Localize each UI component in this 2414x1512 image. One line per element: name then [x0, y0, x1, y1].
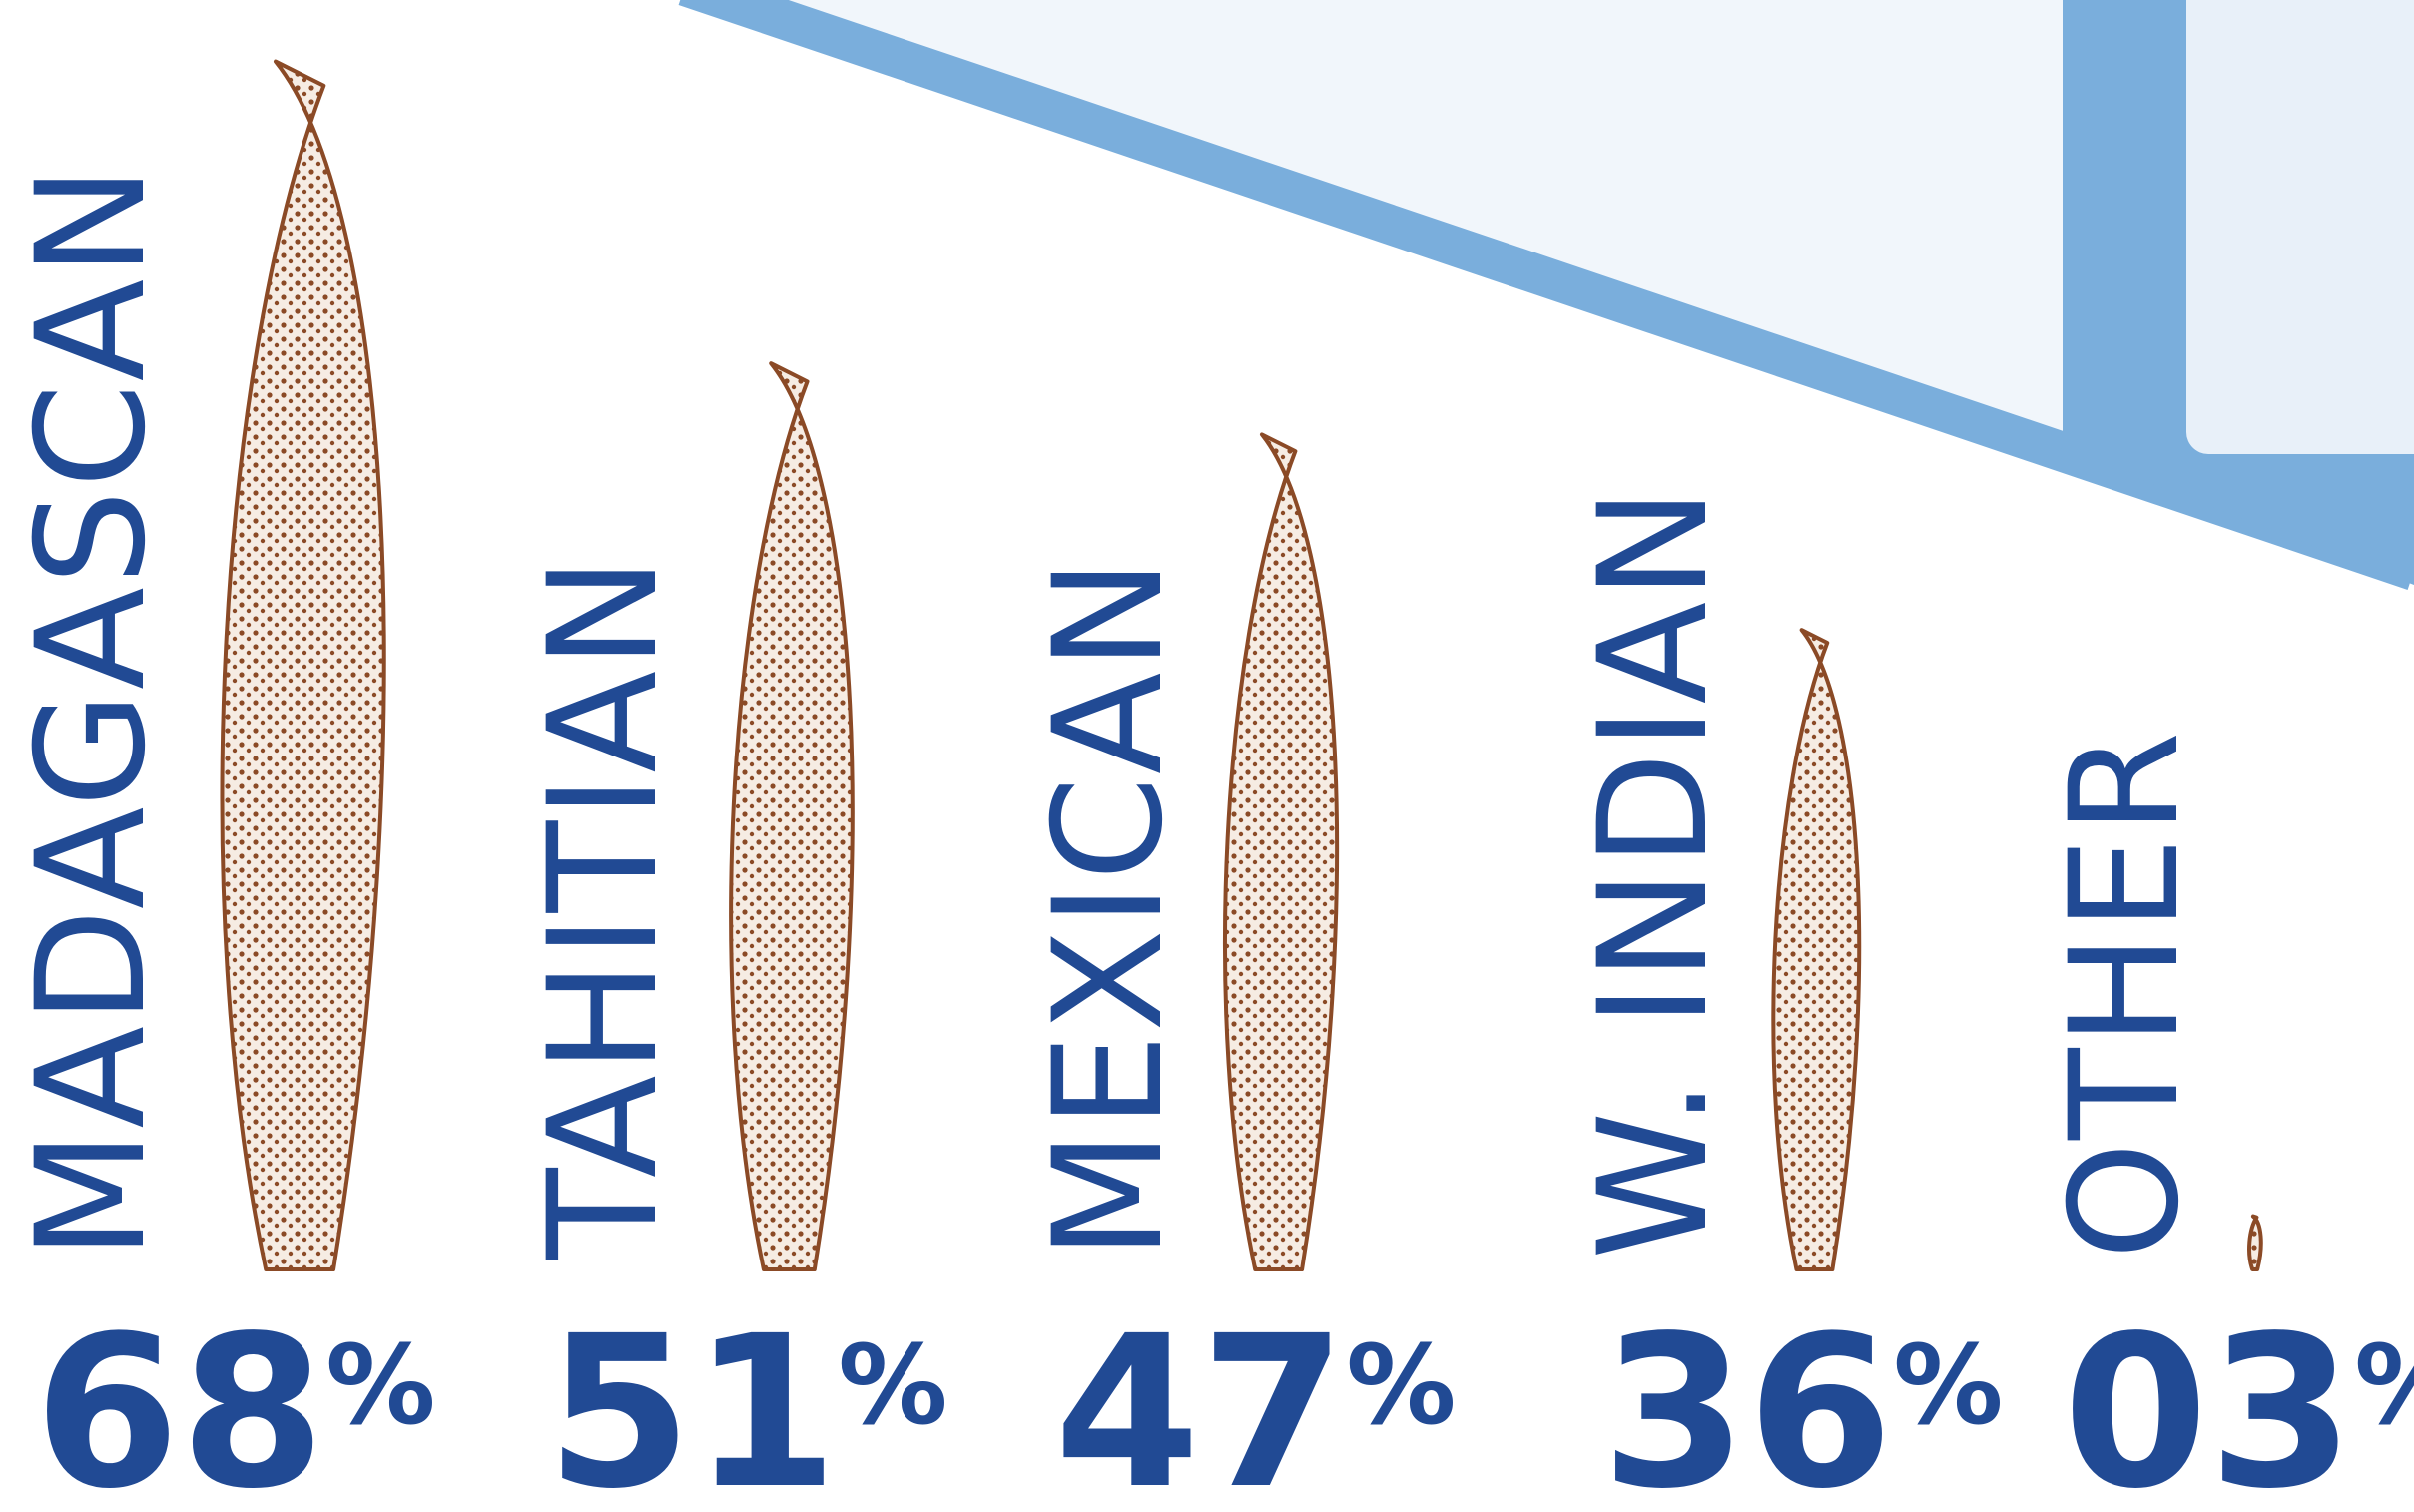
value-label: 36% [1601, 1290, 2003, 1512]
category-label: W. INDIAN [1567, 486, 1741, 1260]
value-unit: % [838, 1321, 947, 1449]
bean [2247, 1214, 2263, 1271]
bean [1222, 432, 1340, 1271]
value-unit: % [1346, 1321, 1456, 1449]
category-label: MEXICAN [1022, 556, 1196, 1260]
category-label: MADAGASCAN [5, 164, 179, 1260]
value-number: 68 [34, 1290, 325, 1512]
bean [729, 361, 855, 1271]
value-number: 03 [2063, 1290, 2354, 1512]
value-label: 68% [34, 1290, 435, 1512]
category-label: TAHITIAN [517, 555, 691, 1260]
bean [220, 59, 386, 1271]
value-unit: % [1893, 1321, 2003, 1449]
bean [1771, 628, 1862, 1271]
value-number: 47 [1054, 1290, 1346, 1512]
value-label: 47% [1054, 1290, 1456, 1512]
value-unit: % [2354, 1321, 2414, 1449]
side-box-inner [2186, 0, 2414, 454]
value-number: 51 [546, 1290, 838, 1512]
value-label: 51% [546, 1290, 947, 1512]
value-number: 36 [1601, 1290, 1893, 1512]
value-label: 03% [2063, 1290, 2414, 1512]
category-label: OTHER [2039, 730, 2212, 1260]
value-unit: % [325, 1321, 435, 1449]
